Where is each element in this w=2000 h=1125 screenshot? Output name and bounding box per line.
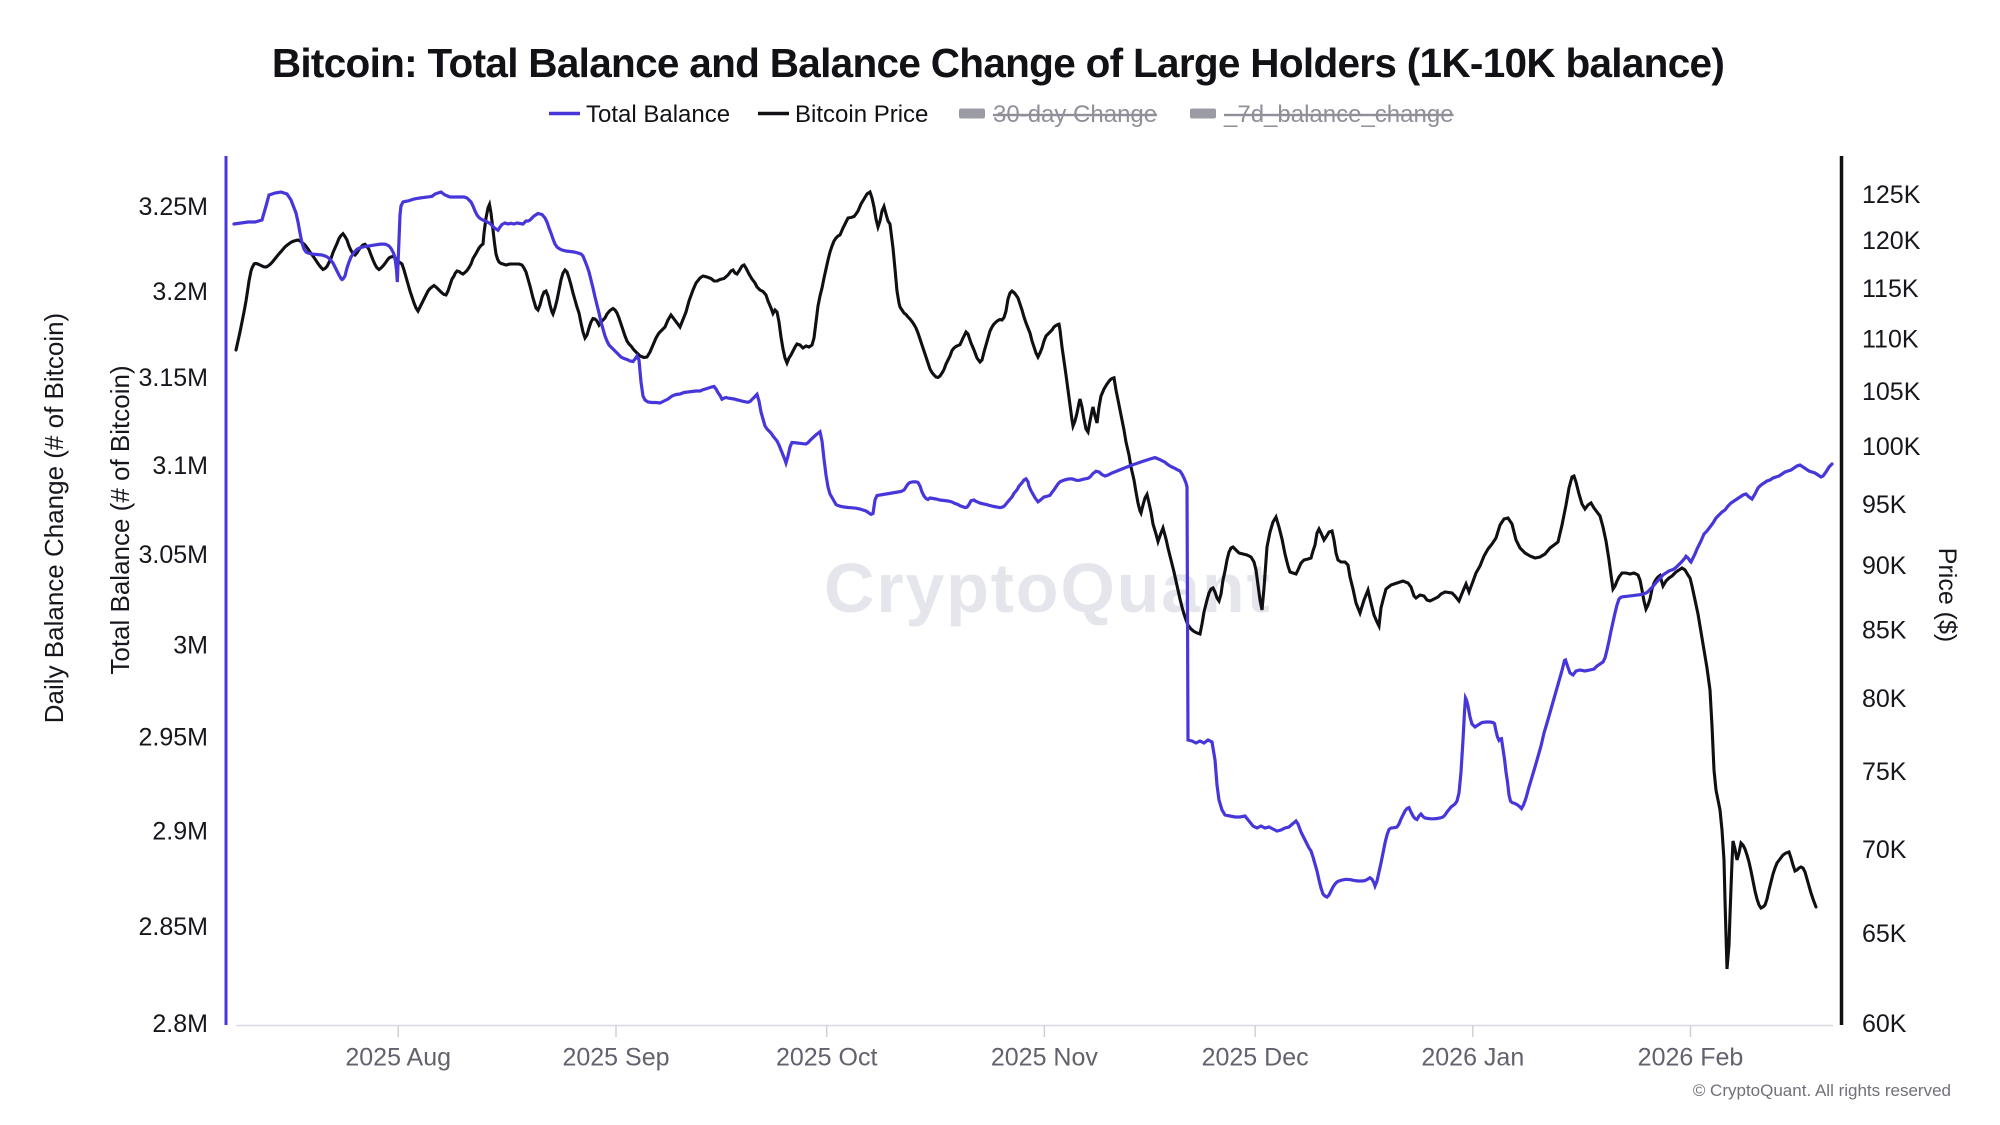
svg-text:2.95M: 2.95M: [139, 724, 208, 752]
svg-text:100K: 100K: [1862, 433, 1921, 461]
svg-text:2025 Nov: 2025 Nov: [991, 1044, 1099, 1072]
svg-text:_7d_balance_change: _7d_balance_change: [1223, 101, 1454, 128]
svg-text:80K: 80K: [1862, 685, 1907, 713]
svg-text:65K: 65K: [1862, 920, 1907, 948]
svg-text:CryptoQuant: CryptoQuant: [824, 549, 1272, 627]
svg-text:90K: 90K: [1862, 552, 1907, 580]
svg-text:2.85M: 2.85M: [139, 913, 208, 941]
svg-text:2025 Dec: 2025 Dec: [1202, 1044, 1309, 1072]
svg-text:Price ($): Price ($): [1933, 548, 1961, 642]
svg-text:2026 Feb: 2026 Feb: [1638, 1044, 1744, 1072]
svg-text:105K: 105K: [1862, 378, 1921, 406]
svg-text:Total Balance (# of Bitcoin): Total Balance (# of Bitcoin): [105, 365, 135, 674]
svg-text:120K: 120K: [1862, 227, 1921, 255]
svg-text:Bitcoin Price: Bitcoin Price: [795, 101, 928, 128]
svg-text:115K: 115K: [1862, 275, 1919, 303]
svg-text:3.15M: 3.15M: [139, 364, 208, 392]
svg-text:75K: 75K: [1862, 758, 1907, 786]
svg-text:2.9M: 2.9M: [152, 817, 208, 845]
svg-text:110K: 110K: [1862, 325, 1919, 353]
svg-text:2025 Sep: 2025 Sep: [562, 1044, 669, 1072]
svg-text:Bitcoin: Total Balance and Bal: Bitcoin: Total Balance and Balance Chang…: [272, 40, 1724, 86]
svg-text:60K: 60K: [1862, 1010, 1907, 1038]
svg-text:3M: 3M: [173, 632, 208, 660]
svg-text:3.1M: 3.1M: [152, 452, 208, 480]
svg-text:2026 Jan: 2026 Jan: [1421, 1044, 1524, 1072]
svg-text:85K: 85K: [1862, 617, 1907, 645]
svg-text:30-day Change: 30-day Change: [993, 101, 1157, 128]
svg-text:95K: 95K: [1862, 491, 1907, 519]
svg-text:3.2M: 3.2M: [152, 278, 208, 306]
svg-text:Daily Balance Change (# of Bit: Daily Balance Change (# of Bitcoin): [39, 313, 69, 723]
svg-text:2025 Aug: 2025 Aug: [345, 1044, 451, 1072]
svg-text:2.8M: 2.8M: [152, 1010, 208, 1038]
svg-text:3.25M: 3.25M: [139, 193, 208, 221]
svg-text:125K: 125K: [1862, 181, 1921, 209]
svg-text:2025 Oct: 2025 Oct: [776, 1044, 878, 1072]
svg-text:© CryptoQuant. All rights rese: © CryptoQuant. All rights reserved: [1693, 1081, 1951, 1100]
svg-text:3.05M: 3.05M: [139, 541, 208, 569]
svg-text:70K: 70K: [1862, 836, 1907, 864]
svg-text:Total Balance: Total Balance: [586, 101, 730, 128]
